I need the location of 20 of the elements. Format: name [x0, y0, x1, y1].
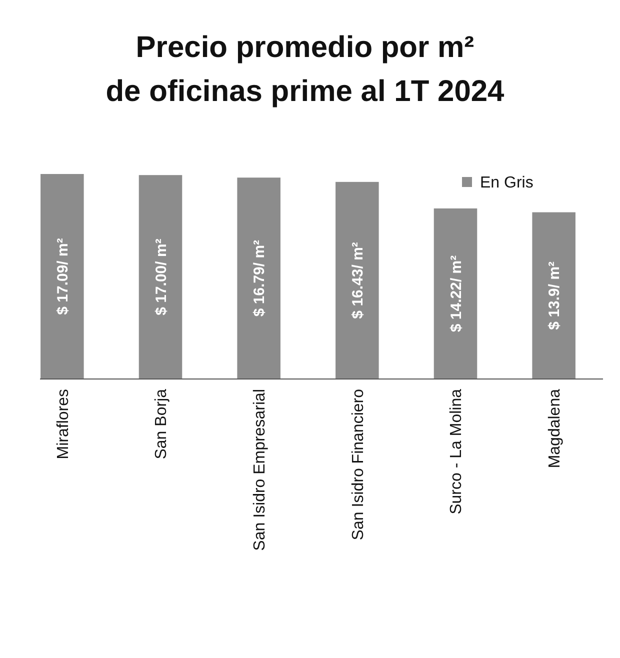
bar: [336, 182, 379, 379]
x-tick-label: Surco - La Molina: [448, 388, 466, 514]
bar: [138, 175, 182, 379]
data-label: $ 16.79/ m²: [251, 240, 268, 317]
x-tick-label: Magdalena: [546, 388, 564, 468]
legend-label: En Gris: [480, 174, 534, 192]
data-label: $ 16.43/ m²: [349, 242, 366, 319]
bar: [237, 178, 280, 379]
bar: [40, 174, 84, 379]
data-label: $ 14.22/ m²: [448, 255, 465, 332]
data-label: $ 13.9/ m²: [546, 261, 564, 330]
bar: [532, 212, 576, 379]
x-tick-label: San Borja: [153, 388, 170, 460]
x-tick-label: Miraflores: [54, 389, 72, 460]
chart-title: Precio promedio por m² de oficinas prime al 1T 2024: [106, 31, 505, 108]
data-label: $ 17.00/ m²: [152, 238, 170, 316]
x-tick-label: San Isidro Financiero: [350, 388, 367, 540]
bar: [434, 208, 478, 379]
data-label: $ 17.09/ m²: [54, 238, 72, 315]
x-tick-label: San Isidro Empresarial: [251, 389, 268, 551]
